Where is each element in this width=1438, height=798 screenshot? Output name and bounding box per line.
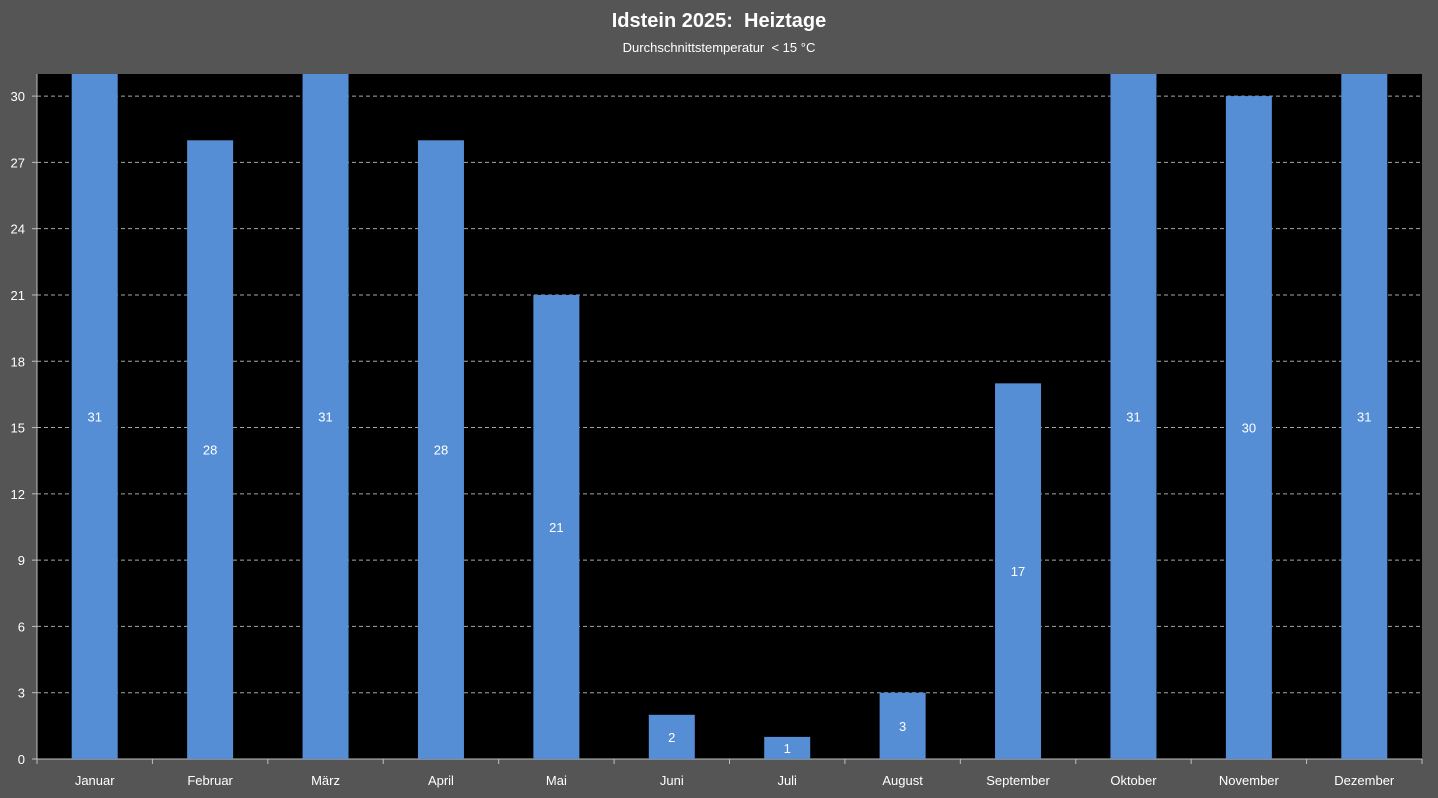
bar-januar[interactable] [71,74,118,759]
bar-märz[interactable] [302,74,349,759]
chart-title: Idstein 2025: Heiztage [611,10,827,32]
y-tick-label: 18 [11,354,25,369]
x-tick-label: Januar [75,773,115,788]
data-label: 1 [784,741,791,756]
y-tick-label: 0 [18,752,25,767]
data-label: 28 [434,443,448,458]
bar-november[interactable] [1225,96,1272,759]
data-label: 31 [1126,410,1140,425]
data-label: 31 [87,410,101,425]
data-label: 21 [549,520,563,535]
data-label: 28 [203,443,217,458]
bar-oktober[interactable] [1110,74,1157,759]
y-tick-label: 21 [11,288,25,303]
bar-juli[interactable] [764,736,811,759]
x-tick-label: März [311,773,340,788]
data-label: 3 [899,719,906,734]
x-tick-label: Dezember [1334,773,1395,788]
data-label: 30 [1242,421,1256,436]
y-tick-label: 9 [18,553,25,568]
bar-september[interactable] [995,383,1042,759]
data-label: 17 [1011,564,1025,579]
y-tick-label: 24 [11,222,25,237]
data-label: 2 [668,730,675,745]
x-tick-label: November [1219,773,1280,788]
y-tick-label: 15 [11,421,25,436]
y-tick-label: 6 [18,619,25,634]
x-tick-label: Mai [546,773,567,788]
x-tick-label: August [882,773,923,788]
bar-juni[interactable] [648,714,695,759]
x-tick-label: Juni [660,773,684,788]
bar-februar[interactable] [187,140,234,759]
bar-april[interactable] [417,140,464,759]
data-label: 31 [1357,410,1371,425]
y-tick-label: 27 [11,155,25,170]
x-tick-label: September [986,773,1050,788]
y-tick-label: 3 [18,686,25,701]
bar-august[interactable] [879,692,926,759]
x-tick-label: April [428,773,454,788]
y-tick-label: 12 [11,487,25,502]
x-tick-label: Februar [187,773,233,788]
data-label: 31 [318,410,332,425]
bar-dezember[interactable] [1341,74,1388,759]
chart-subtitle: Durchschnittstemperatur < 15 °C [622,40,816,55]
plot-area [37,74,1422,759]
bar-mai[interactable] [533,294,580,759]
x-tick-label: Oktober [1110,773,1157,788]
y-tick-label: 30 [11,89,25,104]
x-tick-label: Juli [777,773,797,788]
